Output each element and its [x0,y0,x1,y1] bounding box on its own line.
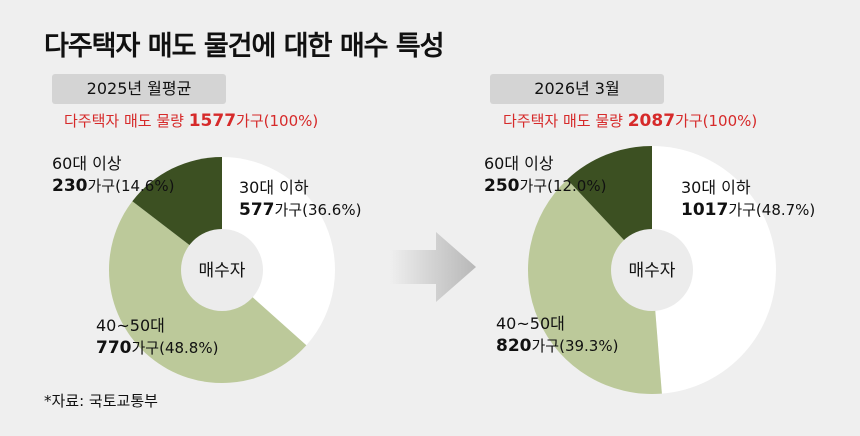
slice-label-40-50-2026: 40~50대 820가구(39.3%) [496,312,618,358]
slice-label-over60-2026: 60대 이상 250가구(12.0%) [484,152,606,198]
slice-pct: 가구(48.7%) [728,201,816,219]
slice-name: 30대 이하 [239,178,309,197]
slice-name: 60대 이상 [484,154,554,173]
period-badge-2025: 2025년 월평균 [52,74,226,104]
pie-slice-under30 [652,146,776,394]
total-volume-unit: 가구(100%) [675,112,758,130]
slice-label-under30-2026: 30대 이하 1017가구(48.7%) [681,176,815,222]
slice-value: 577 [239,200,275,220]
slice-label-under30-2025: 30대 이하 577가구(36.6%) [239,176,361,222]
chart-title: 다주택자 매도 물건에 대한 매수 특성 [44,31,445,62]
slice-value: 820 [496,336,532,356]
slice-pct: 가구(14.6%) [87,177,175,195]
donut-center [611,229,693,311]
slice-value: 1017 [681,200,729,220]
total-volume-label: 다주택자 매도 물량 [503,112,623,130]
slice-name: 40~50대 [496,314,565,333]
total-volume-value: 2087 [627,111,676,131]
slice-pct: 가구(48.8%) [131,339,219,357]
transition-arrow-icon [390,232,476,302]
slice-value: 230 [52,176,88,196]
slice-value: 250 [484,176,520,196]
slice-pct: 가구(36.6%) [274,201,362,219]
center-label: 매수자 [629,261,676,281]
pie-slice-age40_50 [528,179,662,394]
slice-pct: 가구(12.0%) [519,177,607,195]
center-label: 매수자 [199,261,246,281]
period-badge-2026: 2026년 3월 [490,74,664,104]
total-volume-2026: 다주택자 매도 물량 2087가구(100%) [503,110,757,131]
pie-slice-under30 [222,157,336,346]
total-volume-2025: 다주택자 매도 물량 1577가구(100%) [64,110,318,131]
total-volume-value: 1577 [188,111,237,131]
slice-name: 60대 이상 [52,154,122,173]
slice-label-40-50-2025: 40~50대 770가구(48.8%) [96,314,218,360]
slice-label-over60-2025: 60대 이상 230가구(14.6%) [52,152,174,198]
donut-center [181,229,263,311]
slice-pct: 가구(39.3%) [531,337,619,355]
slice-name: 30대 이하 [681,178,751,197]
source-note: *자료: 국토교통부 [44,392,158,410]
total-volume-unit: 가구(100%) [236,112,319,130]
total-volume-label: 다주택자 매도 물량 [64,112,184,130]
slice-value: 770 [96,338,132,358]
slice-name: 40~50대 [96,316,165,335]
